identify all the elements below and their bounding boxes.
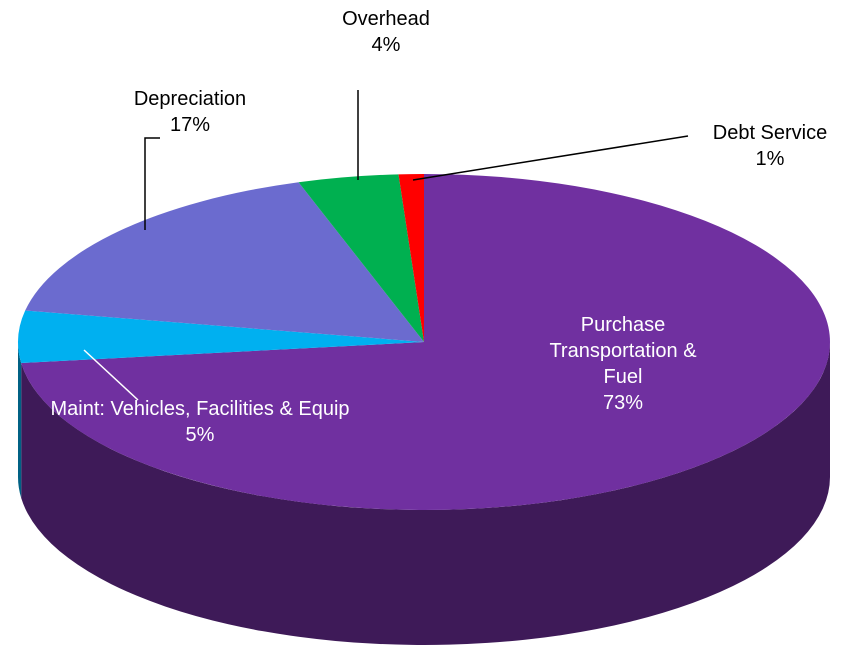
pie-side: [18, 342, 22, 499]
leader-line: [144, 137, 160, 230]
pie-slice: [398, 174, 424, 342]
pie-slice: [25, 182, 424, 342]
data-label: Depreciation 17%: [100, 86, 280, 138]
category-label: Debt Service: [712, 122, 828, 144]
data-label: Purchase Transportation & Fuel 73%: [533, 312, 713, 416]
data-label: Debt Service 1%: [680, 120, 858, 172]
pie-side: [21, 342, 831, 646]
leader-line: [83, 349, 139, 401]
pie-slice: [298, 174, 424, 342]
value-label: 73%: [602, 392, 644, 414]
category-label: Purchase Transportation & Fuel: [549, 314, 697, 388]
data-label: Maint: Vehicles, Facilities & Equip 5%: [30, 396, 370, 448]
value-label: 5%: [185, 424, 215, 446]
pie-slice: [18, 310, 425, 364]
value-label: 4%: [371, 34, 401, 56]
value-label: 1%: [755, 148, 785, 170]
category-label: Overhead: [342, 8, 430, 30]
category-label: Maint: Vehicles, Facilities & Equip: [50, 398, 350, 420]
value-label: 17%: [169, 114, 211, 136]
data-label: Overhead 4%: [306, 6, 466, 58]
category-label: Depreciation: [133, 88, 247, 110]
leader-line: [412, 135, 689, 181]
pie-slice: [21, 174, 830, 510]
